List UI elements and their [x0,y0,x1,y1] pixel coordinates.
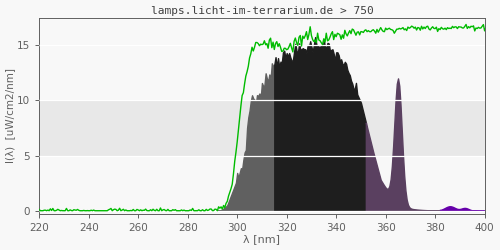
Title: lamps.licht-im-terrarium.de > 750: lamps.licht-im-terrarium.de > 750 [150,6,374,16]
Y-axis label: I(λ)  [uW/cm2/nm]: I(λ) [uW/cm2/nm] [6,68,16,164]
X-axis label: λ [nm]: λ [nm] [244,234,281,244]
Bar [39,100,484,156]
